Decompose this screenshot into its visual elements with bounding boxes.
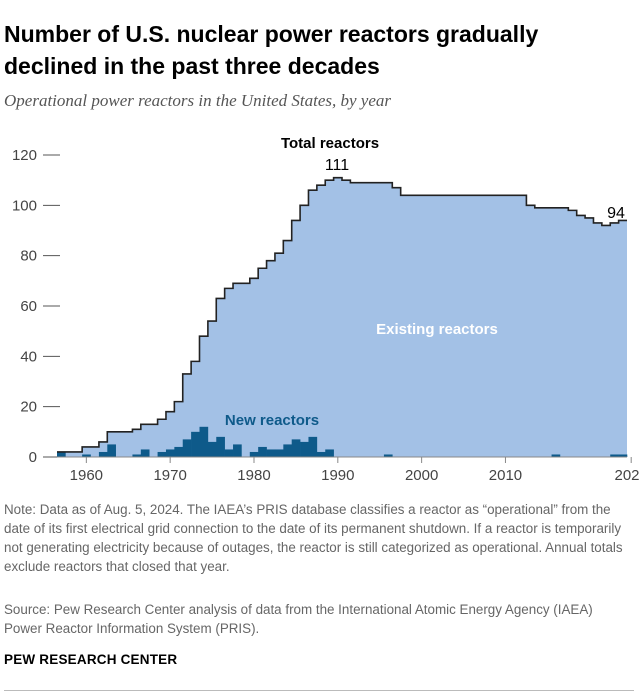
new-reactors-bar [325,449,334,457]
y-tick-label: 80 [20,248,37,265]
new-reactors-bar [224,449,234,457]
new-reactors-bar [274,449,284,457]
new-reactors-bar [551,454,561,457]
x-axis: 1960 1970 1980 1990 2000 2010 2025 [57,456,639,484]
new-reactors-label: New reactors [225,412,319,429]
chart-subtitle: Operational power reactors in the United… [4,91,392,110]
y-tick-label: 120 [12,147,37,164]
x-tick-label: 1990 [321,467,354,484]
new-reactors-bar [610,454,619,457]
x-tick-label: 2010 [489,467,522,484]
peak-value-label: 111 [325,157,349,174]
y-tick-label: 40 [20,348,37,365]
new-reactors-bar [383,454,393,457]
brand-logo-text: PEW RESEARCH CENTER [4,652,178,667]
new-reactors-bar [82,454,91,457]
new-reactors-bar [132,454,142,457]
new-reactors-bar [140,449,150,457]
new-reactors-bar [249,451,259,457]
new-reactors-bar [157,451,167,457]
y-tick-label: 20 [20,399,37,416]
y-axis: 0 20 40 60 80 100 120 [12,147,60,466]
x-tick-label: 2025 [615,467,639,484]
new-reactors-bar [199,426,209,457]
new-reactors-bar [258,446,267,457]
new-reactors-bar [308,436,318,457]
existing-reactors-label: Existing reactors [376,321,498,338]
total-reactors-label: Total reactors [281,135,379,152]
total-reactors-line [57,176,627,453]
y-tick-label: 0 [29,449,37,466]
new-reactors-bar [216,436,225,457]
reactor-chart: 0 20 40 60 80 100 120 1960 1970 1980 1990 2000 2010… [12,135,639,484]
chart-source: Source: Pew Research Center analysis of … [4,602,593,636]
new-reactors-bar [165,449,175,457]
new-reactors-bar [266,449,276,457]
new-reactors-bar [291,439,301,457]
chart-note: Note: Data as of Aug. 5, 2024. The IAEA’… [4,502,623,574]
new-reactors-bar [57,451,66,457]
existing-reactors-area [57,177,627,457]
new-reactors-bar [98,451,108,457]
new-reactors-bar [182,439,192,457]
new-reactors-bar [283,444,293,457]
y-tick-label: 60 [20,298,37,315]
annotations: Total reactors 111 94 Existing reactors … [225,135,625,429]
x-tick-label: 2000 [405,467,438,484]
new-reactors-bar [174,446,184,457]
y-tick-label: 100 [12,197,37,214]
x-tick-label: 1960 [70,467,103,484]
plot-area [57,176,628,457]
end-value-label: 94 [607,205,625,222]
new-reactors-bar [300,441,309,457]
new-reactors-bar [191,431,200,457]
bottom-rule [4,690,634,691]
new-reactors-bar [207,441,217,457]
new-reactors-bar [233,444,242,457]
new-reactors-bar [107,444,116,457]
x-tick-label: 1970 [153,467,186,484]
x-tick-label: 1980 [237,467,270,484]
chart-title: Number of U.S. nuclear power reactors gr… [4,21,539,79]
new-reactors-bar [618,454,628,457]
new-reactors-bar [316,451,326,457]
